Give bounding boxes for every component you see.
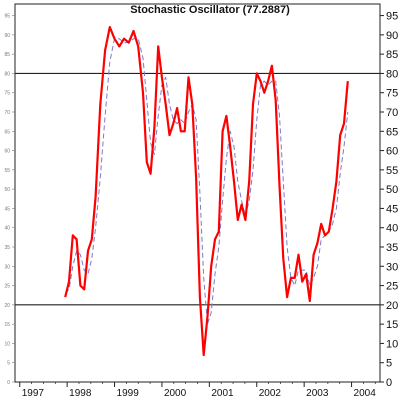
y-tick-label-right: 5 <box>386 358 392 370</box>
x-axis: 1997 1998 1999 2000 2001 2002 2003 2004 <box>19 382 377 399</box>
right-axis: 0 5 10 15 20 25 30 35 40 45 50 55 60 65 70 75 80 85 90 95 <box>380 11 398 389</box>
y-tick-label-right: 20 <box>386 300 398 312</box>
y-tick-label-right: 35 <box>386 242 398 254</box>
y-tick-label-left: 15 <box>4 322 10 328</box>
y-tick-label-left: 25 <box>4 284 10 290</box>
y-tick-label-left: 60 <box>4 149 10 155</box>
series-layer <box>64 26 349 357</box>
y-tick-label-left: 80 <box>4 71 10 77</box>
x-tick-label: 1998 <box>69 388 92 399</box>
y-tick-label-right: 65 <box>386 126 398 138</box>
y-tick-label-right: 55 <box>386 165 398 177</box>
y-tick-label-right: 70 <box>386 107 398 119</box>
x-tick-label: 2000 <box>164 388 187 399</box>
x-tick-label: 1999 <box>117 388 140 399</box>
y-tick-label-right: 45 <box>386 203 398 215</box>
y-tick-label-right: 75 <box>386 88 398 100</box>
y-tick-label-right: 90 <box>386 30 398 42</box>
x-tick-label: 2002 <box>259 388 282 399</box>
y-tick-label-right: 15 <box>386 319 398 331</box>
y-tick-label-right: 30 <box>386 261 398 273</box>
y-tick-label-left: 45 <box>4 206 10 212</box>
y-tick-label-left: 90 <box>4 33 10 39</box>
y-tick-label-left: 70 <box>4 110 10 116</box>
y-tick-label-left: 35 <box>4 245 10 251</box>
y-tick-label-right: 60 <box>386 146 398 158</box>
y-tick-label-right: 10 <box>386 338 398 350</box>
y-tick-label-right: 85 <box>386 49 398 61</box>
reference-lines <box>15 72 380 306</box>
y-tick-label-left: 50 <box>4 187 10 193</box>
x-tick-label: 2004 <box>354 388 377 399</box>
y-tick-label-right: 95 <box>386 11 398 23</box>
y-tick-label-left: 75 <box>4 91 10 97</box>
y-tick-label-left: 65 <box>4 129 10 135</box>
y-tick-label-right: 40 <box>386 223 398 235</box>
y-tick-label-left: 55 <box>4 168 10 174</box>
stochastic-k-line <box>64 26 349 357</box>
y-tick-label-left: 20 <box>4 303 10 309</box>
y-tick-label-left: 85 <box>4 52 10 58</box>
left-axis: 0 5 10 15 20 25 30 35 40 45 50 55 60 65 70 75 80 85 90 95 <box>4 14 15 386</box>
y-tick-label-left: 0 <box>7 380 10 386</box>
y-tick-label-left: 95 <box>4 14 10 20</box>
y-tick-label-right: 0 <box>386 377 392 389</box>
chart-title: Stochastic Oscillator (77.2887) <box>130 4 290 16</box>
y-tick-label-right: 25 <box>386 281 398 293</box>
x-tick-label: 1997 <box>22 388 45 399</box>
y-tick-label-right: 50 <box>386 184 398 196</box>
y-tick-label-left: 10 <box>4 341 10 347</box>
y-tick-label-left: 40 <box>4 226 10 232</box>
y-tick-label-left: 30 <box>4 264 10 270</box>
x-tick-label: 2001 <box>211 388 234 399</box>
y-tick-label-right: 80 <box>386 68 398 80</box>
x-tick-label: 2003 <box>306 388 329 399</box>
y-tick-label-left: 5 <box>7 361 10 367</box>
